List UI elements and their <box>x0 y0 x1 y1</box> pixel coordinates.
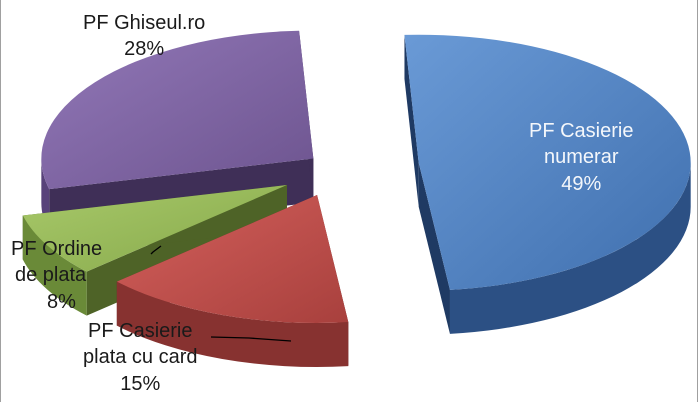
slice-label-line: PF Casierie <box>529 120 634 142</box>
leader-line-ordine-de-plata <box>150 245 162 255</box>
slice-label-line: plata cu card <box>83 346 198 369</box>
slice-top <box>116 194 349 323</box>
leader-line-casierie-card <box>210 336 292 342</box>
slice-wall <box>404 34 419 207</box>
slice-label-line: numerar <box>544 146 619 169</box>
slice-top <box>22 185 287 272</box>
slice-label-ghiseul: PF Ghiseul.ro 28% <box>83 10 205 63</box>
pie-slice-casierie-numerar <box>404 34 691 334</box>
slice-label-line: PF Ghiseul.ro <box>83 12 206 34</box>
slice-label-line: PF Ordine <box>11 238 103 260</box>
slice-top <box>41 30 314 190</box>
slice-wall <box>418 162 450 334</box>
pie-slice-casierie-card <box>116 194 349 367</box>
slice-label-ordine-de-plata: PF Ordine de plata 8% <box>11 236 102 315</box>
slice-label-line: de plata <box>15 264 87 287</box>
slice-percent: 8% <box>47 290 76 313</box>
slice-percent: 15% <box>120 372 161 395</box>
slice-percent: 28% <box>124 38 165 61</box>
slice-top <box>404 34 691 290</box>
pie-layer <box>22 30 691 367</box>
slice-rim <box>449 162 691 334</box>
leader-lines <box>150 245 292 342</box>
slice-percent: 49% <box>561 172 602 195</box>
slice-rim <box>22 215 87 316</box>
slice-label-line: PF Casierie <box>88 320 193 342</box>
slice-label-casierie-card: PF Casierie plata cu card 15% <box>83 318 198 397</box>
slice-rim <box>116 281 349 367</box>
slice-label-casierie-numerar: PF Casierie numerar 49% <box>529 118 633 197</box>
